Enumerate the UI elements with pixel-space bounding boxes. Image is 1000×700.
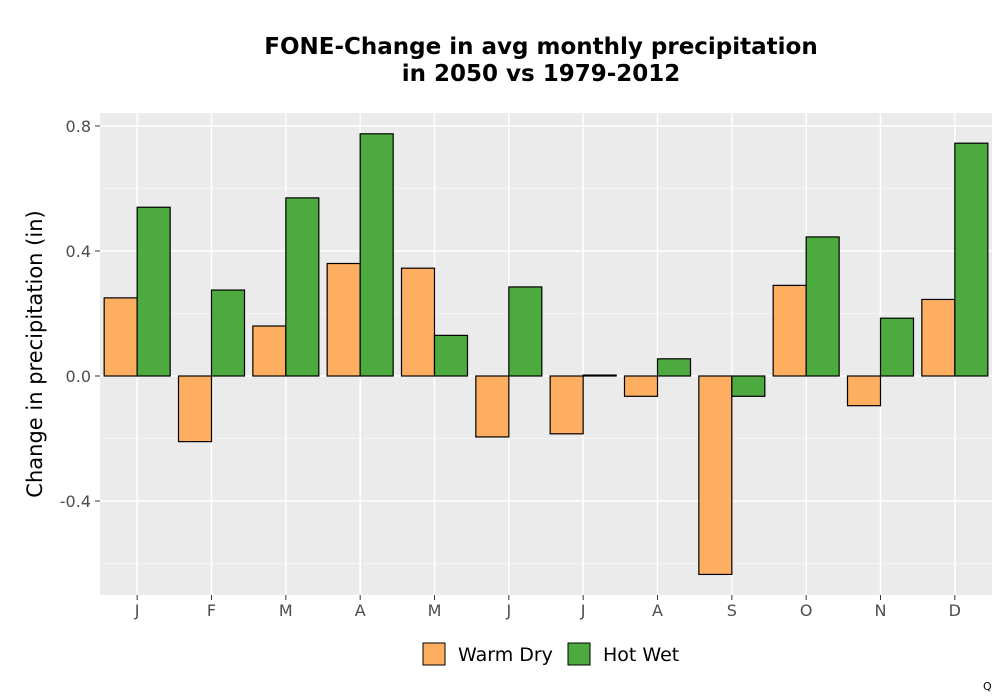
bar-hot-wet-2 — [210, 289, 246, 377]
y-axis-ticks: 0.8 0.4 0.0 -0.4 — [60, 117, 100, 511]
chart-title-line-1: FONE-Change in avg monthly precipitation — [264, 34, 817, 60]
legend-label-hot-wet: Hot Wet — [603, 644, 679, 666]
bar-warm-dry-2 — [177, 375, 213, 443]
bar-hot-wet-10 — [805, 236, 840, 377]
bar-warm-dry-8 — [623, 375, 659, 397]
x-tick-label: A — [652, 601, 663, 620]
x-tick-label: J — [134, 601, 140, 620]
bar-hot-wet-5 — [433, 334, 469, 377]
x-tick-label: F — [207, 601, 216, 620]
x-tick-label: N — [875, 601, 887, 620]
bar-hot-wet-6 — [508, 286, 543, 377]
x-tick-label: J — [580, 601, 586, 620]
plot-panel — [100, 113, 992, 595]
bar-warm-dry-1 — [103, 297, 138, 377]
bar-hot-wet-12 — [954, 142, 989, 377]
y-tick-label: -0.4 — [60, 492, 91, 511]
y-tick-label: 0.0 — [66, 367, 91, 386]
x-tick-label: A — [355, 601, 366, 620]
x-tick-label: M — [279, 601, 293, 620]
bar-warm-dry-4 — [326, 262, 361, 377]
y-tick-label: 0.8 — [66, 117, 91, 136]
bar-hot-wet-11 — [879, 317, 915, 377]
bar-warm-dry-6 — [475, 375, 510, 438]
bar-warm-dry-9 — [698, 375, 733, 576]
x-tick-label: D — [949, 601, 961, 620]
bar-warm-dry-3 — [252, 325, 287, 377]
bar-warm-dry-12 — [921, 298, 956, 377]
bar-warm-dry-5 — [400, 267, 436, 377]
bar-warm-dry-7 — [549, 375, 584, 435]
bars-group — [103, 133, 989, 576]
legend-swatch-hot-wet — [567, 642, 591, 666]
bar-hot-wet-8 — [656, 358, 692, 377]
x-tick-label: S — [727, 601, 737, 620]
bar-warm-dry-10 — [772, 284, 807, 377]
legend-label-warm-dry: Warm Dry — [458, 644, 553, 666]
chart-title-line-2: in 2050 vs 1979-2012 — [402, 61, 681, 87]
x-tick-label: J — [505, 601, 511, 620]
corner-label: Q — [983, 680, 992, 693]
bar-hot-wet-3 — [285, 197, 320, 377]
bar-hot-wet-7 — [582, 374, 617, 377]
legend: Warm Dry Hot Wet — [422, 642, 679, 666]
legend-swatch-warm-dry — [422, 642, 446, 666]
bar-hot-wet-9 — [731, 375, 766, 397]
y-tick-label: 0.4 — [66, 242, 91, 261]
bar-hot-wet-1 — [136, 206, 171, 377]
x-tick-label: O — [800, 601, 813, 620]
x-tick-label: M — [428, 601, 442, 620]
bar-warm-dry-11 — [846, 375, 882, 407]
bar-hot-wet-4 — [359, 133, 394, 377]
y-axis-label: Change in precipitation (in) — [23, 210, 47, 497]
